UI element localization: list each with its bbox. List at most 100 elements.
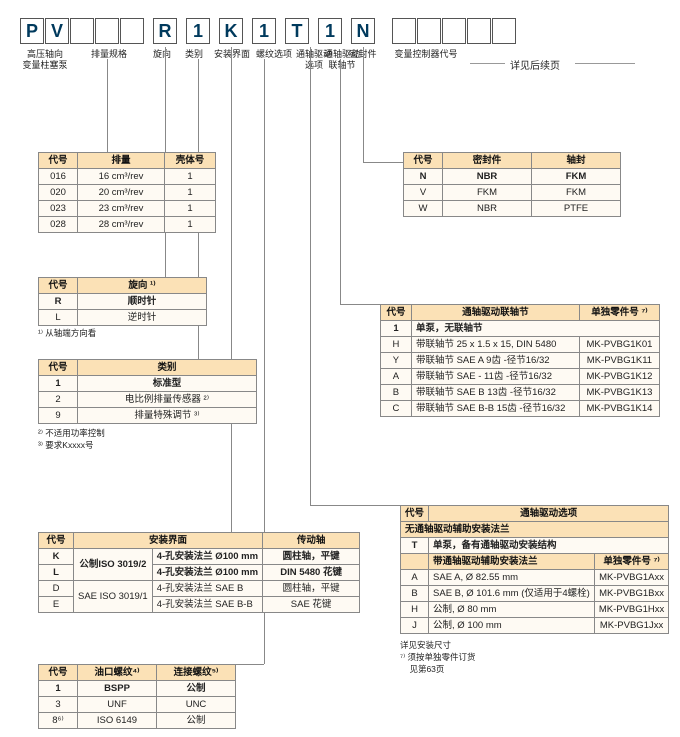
cell: 1	[165, 169, 216, 185]
cell: MK-PVBG1Jxx	[594, 618, 668, 634]
segment-label: 变量控制器代号	[390, 49, 462, 60]
cell: 公制ISO 3019/2	[74, 549, 153, 581]
th: 安装界面	[74, 533, 263, 549]
cell: 带联轴节 25 x 1.5 x 15, DIN 5480	[411, 337, 579, 353]
code-box: T	[285, 18, 309, 44]
tbl-coupling: 代号 通轴驱动联轴节 单独零件号 ⁷⁾ 1单泵，无联轴节H带联轴节 25 x 1…	[380, 304, 660, 417]
tbl-category: 代号 类别 1标准型2电比例排量传感器 ²⁾9排量特殊调节 ³⁾	[38, 359, 257, 424]
tbl-mounting: 代号 安装界面 传动轴 K 公制ISO 3019/2 4-孔安装法兰 Ø100 …	[38, 532, 360, 613]
code-box	[120, 18, 144, 44]
th: 代号	[404, 153, 443, 169]
cell: 023	[39, 201, 78, 217]
cell: E	[39, 597, 74, 613]
th: 轴封	[532, 153, 621, 169]
cell: L	[39, 310, 78, 326]
cell: 圆柱轴，平键	[263, 549, 360, 565]
sect: 无通轴驱动辅助安装法兰	[401, 522, 669, 538]
cell: L	[39, 565, 74, 581]
cell: 公制, Ø 80 mm	[429, 602, 595, 618]
cell: 顺时针	[78, 294, 207, 310]
cell: 9	[39, 408, 78, 424]
cell: 020	[39, 185, 78, 201]
segment-label: 旋向	[147, 49, 177, 60]
fn-rotation: ¹⁾ 从轴端方向看	[38, 327, 96, 339]
cell: ISO 6149	[78, 713, 157, 729]
cell: UNF	[78, 697, 157, 713]
cell: 016	[39, 169, 78, 185]
cell: MK-PVBG1Axx	[594, 570, 668, 586]
cell: Y	[381, 353, 412, 369]
th: 代号	[401, 506, 429, 522]
cell: A	[401, 570, 429, 586]
cell: 3	[39, 697, 78, 713]
cell: 4-孔安装法兰 SAE B-B	[152, 597, 262, 613]
cell: A	[381, 369, 412, 385]
segment-label: 排量规格	[84, 49, 134, 60]
code-box: K	[219, 18, 243, 44]
cell: 1	[381, 321, 412, 337]
th: 壳体号	[165, 153, 216, 169]
cell: BSPP	[78, 681, 157, 697]
th: 代号	[381, 305, 412, 321]
th: 代号	[39, 360, 78, 376]
th: 通轴驱动选项	[429, 506, 669, 522]
cell: 1	[39, 376, 78, 392]
code-box	[95, 18, 119, 44]
code-box	[492, 18, 516, 44]
cell: 单泵，备有通轴驱动安装结构	[429, 538, 669, 554]
cell: FKM	[443, 185, 532, 201]
tbl-seal: 代号 密封件 轴封 NNBRFKMVFKMFKMWNBRPTFE	[403, 152, 621, 217]
cell: 公制	[157, 713, 236, 729]
fn-thru3: 见第63页	[400, 663, 444, 675]
th: 带通轴驱动辅助安装法兰	[429, 554, 595, 570]
code-box: 1	[318, 18, 342, 44]
cell: 28 cm³/rev	[78, 217, 165, 233]
cell: MK-PVBG1K13	[579, 385, 659, 401]
cell: SAE ISO 3019/1	[74, 581, 153, 613]
segment-label: 类别	[180, 49, 208, 60]
code-box	[467, 18, 491, 44]
th: 旋向 ¹⁾	[78, 278, 207, 294]
cell: 20 cm³/rev	[78, 185, 165, 201]
cell: 逆时针	[78, 310, 207, 326]
fn-cat2: ³⁾ 要求Kxxxx号	[38, 439, 93, 451]
cell: MK-PVBG1K01	[579, 337, 659, 353]
cell: C	[381, 401, 412, 417]
th: 排量	[78, 153, 165, 169]
ordering-code-row: PVR1K1T1N	[20, 18, 660, 46]
cell: 电比例排量传感器 ²⁾	[78, 392, 257, 408]
cell: T	[401, 538, 429, 554]
cell: 圆柱轴，平键	[263, 581, 360, 597]
code-box	[442, 18, 466, 44]
cell: 1	[165, 217, 216, 233]
cell: 2	[39, 392, 78, 408]
th: 单独零件号 ⁷⁾	[594, 554, 668, 570]
cell: 23 cm³/rev	[78, 201, 165, 217]
tbl-thru: 代号 通轴驱动选项 无通轴驱动辅助安装法兰 T 单泵，备有通轴驱动安装结构 带通…	[400, 505, 669, 634]
cell: V	[404, 185, 443, 201]
cell: NBR	[443, 201, 532, 217]
cell: R	[39, 294, 78, 310]
see-more: 详见后续页	[510, 57, 560, 72]
cell: 16 cm³/rev	[78, 169, 165, 185]
cell: 带联轴节 SAE - 11齿 -径节16/32	[411, 369, 579, 385]
th: 类别	[78, 360, 257, 376]
segment-label: 安装界面	[210, 49, 254, 60]
code-box: 1	[252, 18, 276, 44]
cell: SAE 花键	[263, 597, 360, 613]
fn-thru1: 详见安装尺寸	[400, 639, 451, 651]
th: 代号	[39, 665, 78, 681]
cell: MK-PVBG1K14	[579, 401, 659, 417]
cell: B	[381, 385, 412, 401]
cell: PTFE	[532, 201, 621, 217]
cell: 1	[165, 185, 216, 201]
cell: MK-PVBG1K11	[579, 353, 659, 369]
cell: 1	[39, 681, 78, 697]
cell: W	[404, 201, 443, 217]
th: 代号	[39, 533, 74, 549]
cell: FKM	[532, 185, 621, 201]
cell: 4-孔安装法兰 Ø100 mm	[152, 565, 262, 581]
th: 传动轴	[263, 533, 360, 549]
tbl-rotation: 代号 旋向 ¹⁾ R顺时针L逆时针	[38, 277, 207, 326]
cell: 带联轴节 SAE B-B 15齿 -径节16/32	[411, 401, 579, 417]
